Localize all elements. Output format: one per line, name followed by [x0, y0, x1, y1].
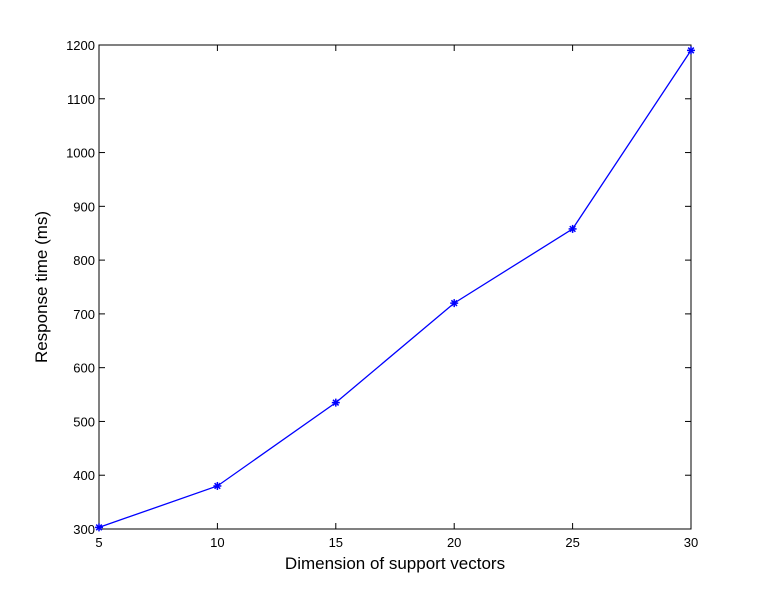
y-tick-label: 300: [73, 522, 95, 537]
y-tick-label: 600: [73, 361, 95, 376]
y-tick-label: 900: [73, 199, 95, 214]
x-tick-label: 15: [329, 535, 343, 550]
plot-frame: [98, 44, 692, 530]
y-axis-label: Response time (ms): [32, 211, 51, 363]
series: [95, 46, 695, 532]
x-axis-label: Dimension of support vectors: [285, 554, 505, 573]
data-point: [213, 481, 222, 490]
y-tick-label: 700: [73, 307, 95, 322]
x-tick-label: 5: [95, 535, 102, 550]
x-tick-label: 10: [210, 535, 224, 550]
axes: 5 10 15 20 25 30 300 400 500 600 700 800 900 1000 110…: [66, 38, 698, 550]
x-tick-label: 20: [447, 535, 461, 550]
data-point: [568, 224, 577, 233]
y-tick-label: 400: [73, 468, 95, 483]
y-tick-label: 1100: [67, 92, 95, 107]
x-ticks: 5 10 15 20 25 30: [95, 45, 698, 550]
series-line: [98, 50, 692, 529]
y-tick-label: 800: [73, 253, 95, 268]
x-tick-label: 25: [565, 535, 579, 550]
y-tick-label: 1000: [66, 146, 95, 161]
data-point: [687, 46, 695, 55]
data-point: [95, 523, 103, 532]
data-point: [450, 299, 459, 308]
y-tick-label: 1200: [66, 38, 95, 53]
x-tick-label: 30: [684, 535, 698, 550]
y-ticks: 300 400 500 600 700 800 900 1000 1100 1200: [66, 38, 691, 537]
data-point: [331, 398, 340, 407]
y-tick-label: 500: [73, 414, 95, 429]
